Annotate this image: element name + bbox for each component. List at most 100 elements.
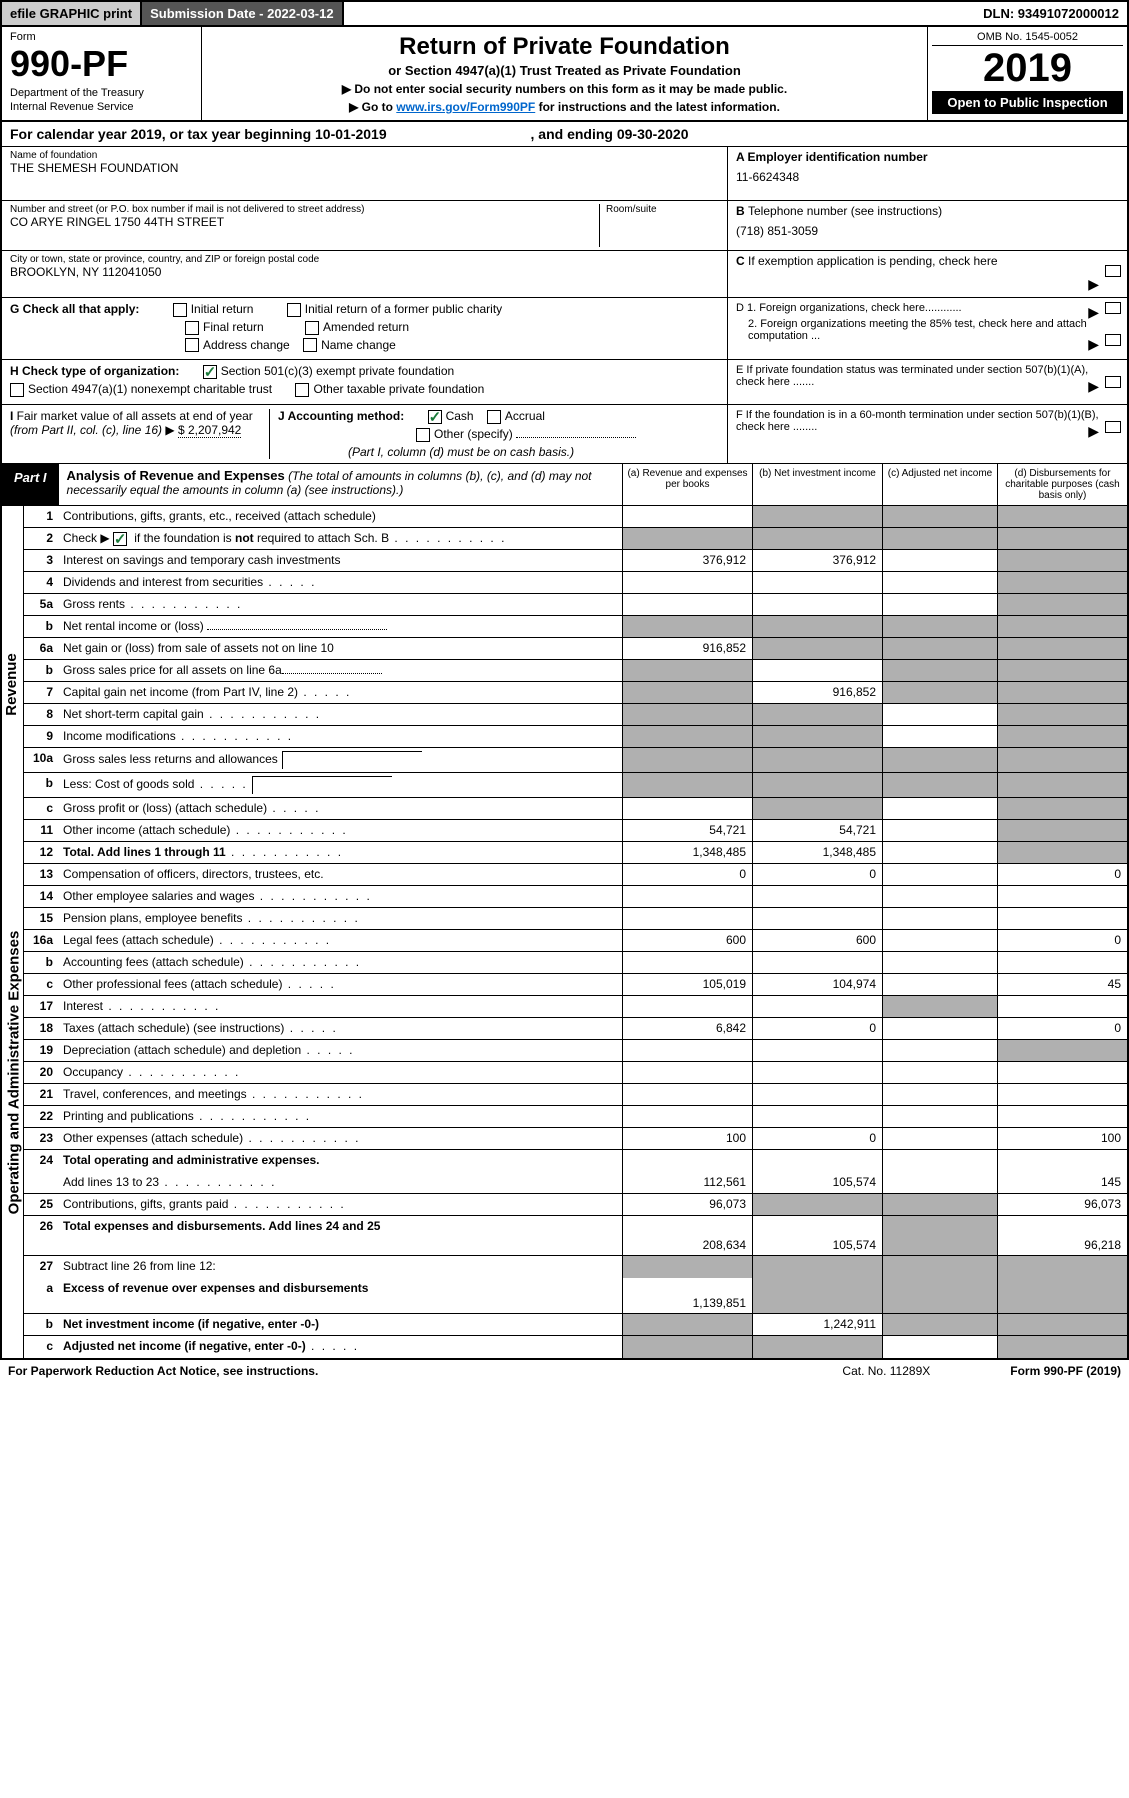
amended-checkbox[interactable] [305, 321, 319, 335]
revenue-side-label: Revenue [2, 506, 24, 864]
name-change-checkbox[interactable] [303, 338, 317, 352]
form-body: Form 990-PF Department of the Treasury I… [0, 27, 1129, 1360]
row-18: Taxes (attach schedule) (see instruction… [59, 1018, 622, 1039]
note-1: ▶ Do not enter social security numbers o… [222, 82, 907, 96]
d1-label: D 1. Foreign organizations, check here..… [736, 302, 1119, 314]
arrow-icon: ▶ [1088, 336, 1099, 353]
j-label: J Accounting method: [278, 409, 404, 423]
h-label: H Check type of organization: [10, 364, 179, 378]
row-11: Other income (attach schedule) [59, 820, 622, 841]
form-title: Return of Private Foundation [222, 33, 907, 61]
tax-year: 2019 [932, 46, 1123, 91]
initial-former-checkbox[interactable] [287, 303, 301, 317]
accrual-checkbox[interactable] [487, 410, 501, 424]
row-5b: Net rental income or (loss) [59, 616, 622, 637]
row-22: Printing and publications [59, 1106, 622, 1127]
fmv-value: $ 2,207,942 [178, 423, 241, 438]
arrow-icon: ▶ [1088, 304, 1099, 321]
address-change-checkbox[interactable] [185, 338, 199, 352]
row-10b: Less: Cost of goods sold [59, 773, 622, 797]
cash-checkbox[interactable] [428, 410, 442, 424]
e-checkbox[interactable] [1105, 376, 1121, 388]
form-word: Form [10, 31, 193, 43]
page-footer: For Paperwork Reduction Act Notice, see … [0, 1360, 1129, 1382]
f-checkbox[interactable] [1105, 421, 1121, 433]
row-26: Total expenses and disbursements. Add li… [59, 1216, 622, 1255]
other-taxable-checkbox[interactable] [295, 383, 309, 397]
arrow-icon: ▶ [1088, 378, 1099, 395]
c-checkbox[interactable] [1105, 265, 1121, 277]
initial-return-checkbox[interactable] [173, 303, 187, 317]
part1-desc: Analysis of Revenue and Expenses (The to… [59, 464, 622, 505]
col-c-header: (c) Adjusted net income [882, 464, 997, 505]
phone: (718) 851-3059 [736, 224, 1119, 238]
row-27b: Net investment income (if negative, ente… [59, 1314, 622, 1335]
row-6b: Gross sales price for all assets on line… [59, 660, 622, 681]
ein: 11-6624348 [736, 170, 1119, 184]
address: CO ARYE RINGEL 1750 44TH STREET [10, 215, 599, 229]
row-24b: Add lines 13 to 23 [59, 1172, 622, 1193]
schB-checkbox[interactable] [113, 532, 127, 546]
form-number: 990-PF [10, 43, 193, 85]
row-21: Travel, conferences, and meetings [59, 1084, 622, 1105]
row-16a: Legal fees (attach schedule) [59, 930, 622, 951]
row-17: Interest [59, 996, 622, 1017]
dept: Department of the Treasury [10, 87, 193, 99]
d1-checkbox[interactable] [1105, 302, 1121, 314]
h-section: H Check type of organization: Section 50… [2, 360, 1127, 405]
d2-checkbox[interactable] [1105, 334, 1121, 346]
efile-label[interactable]: efile GRAPHIC print [2, 2, 142, 25]
footer-mid: Cat. No. 11289X [842, 1364, 930, 1378]
irs: Internal Revenue Service [10, 101, 193, 113]
row-23: Other expenses (attach schedule) [59, 1128, 622, 1149]
addr-label: Number and street (or P.O. box number if… [10, 204, 599, 215]
part1-label: Part I [2, 464, 59, 505]
row-8: Net short-term capital gain [59, 704, 622, 725]
501c3-checkbox[interactable] [203, 365, 217, 379]
j-note: (Part I, column (d) must be on cash basi… [348, 445, 719, 459]
revenue-section: Revenue 1Contributions, gifts, grants, e… [2, 506, 1127, 864]
col-d-header: (d) Disbursements for charitable purpose… [997, 464, 1127, 505]
expenses-side-label: Operating and Administrative Expenses [2, 864, 24, 1256]
room-label: Room/suite [606, 204, 719, 215]
ein-label: A Employer identification number [736, 150, 1119, 164]
e-label: E If private foundation status was termi… [736, 364, 1119, 388]
final-return-checkbox[interactable] [185, 321, 199, 335]
row-13: Compensation of officers, directors, tru… [59, 864, 622, 885]
part1-header: Part I Analysis of Revenue and Expenses … [2, 464, 1127, 506]
g-label: G Check all that apply: [10, 302, 139, 316]
row-9: Income modifications [59, 726, 622, 747]
row-24: Total operating and administrative expen… [59, 1150, 622, 1172]
info-grid: Name of foundation THE SHEMESH FOUNDATIO… [2, 147, 1127, 298]
submission-date: Submission Date - 2022-03-12 [142, 2, 344, 25]
summary-section: 27Subtract line 26 from line 12: aExcess… [2, 1256, 1127, 1358]
form-subtitle: or Section 4947(a)(1) Trust Treated as P… [222, 63, 907, 78]
form-number-cell: Form 990-PF Department of the Treasury I… [2, 27, 202, 120]
phone-label: B Telephone number (see instructions) [736, 204, 1119, 218]
row-10a: Gross sales less returns and allowances [59, 748, 622, 772]
foundation-name: THE SHEMESH FOUNDATION [10, 161, 719, 175]
top-bar: efile GRAPHIC print Submission Date - 20… [0, 0, 1129, 27]
footer-left: For Paperwork Reduction Act Notice, see … [8, 1364, 318, 1378]
city-label: City or town, state or province, country… [10, 254, 719, 265]
row-12: Total. Add lines 1 through 11 [59, 842, 622, 863]
calendar-year-row: For calendar year 2019, or tax year begi… [2, 122, 1127, 147]
row-16b: Accounting fees (attach schedule) [59, 952, 622, 973]
dln: DLN: 93491072000012 [975, 2, 1127, 25]
4947-checkbox[interactable] [10, 383, 24, 397]
form990pf-link[interactable]: www.irs.gov/Form990PF [396, 100, 535, 114]
expenses-section: Operating and Administrative Expenses 13… [2, 864, 1127, 1256]
row-5a: Gross rents [59, 594, 622, 615]
row-27a: Excess of revenue over expenses and disb… [59, 1278, 622, 1313]
col-a-header: (a) Revenue and expenses per books [622, 464, 752, 505]
arrow-icon: ▶ [1088, 276, 1099, 293]
row-1: Contributions, gifts, grants, etc., rece… [59, 506, 622, 527]
g-section: G Check all that apply: Initial return I… [2, 298, 1127, 360]
open-inspection: Open to Public Inspection [932, 91, 1123, 114]
other-method-checkbox[interactable] [416, 428, 430, 442]
row-15: Pension plans, employee benefits [59, 908, 622, 929]
row-4: Dividends and interest from securities [59, 572, 622, 593]
name-label: Name of foundation [10, 150, 719, 161]
row-10c: Gross profit or (loss) (attach schedule) [59, 798, 622, 819]
d2-label: 2. Foreign organizations meeting the 85%… [748, 318, 1119, 342]
